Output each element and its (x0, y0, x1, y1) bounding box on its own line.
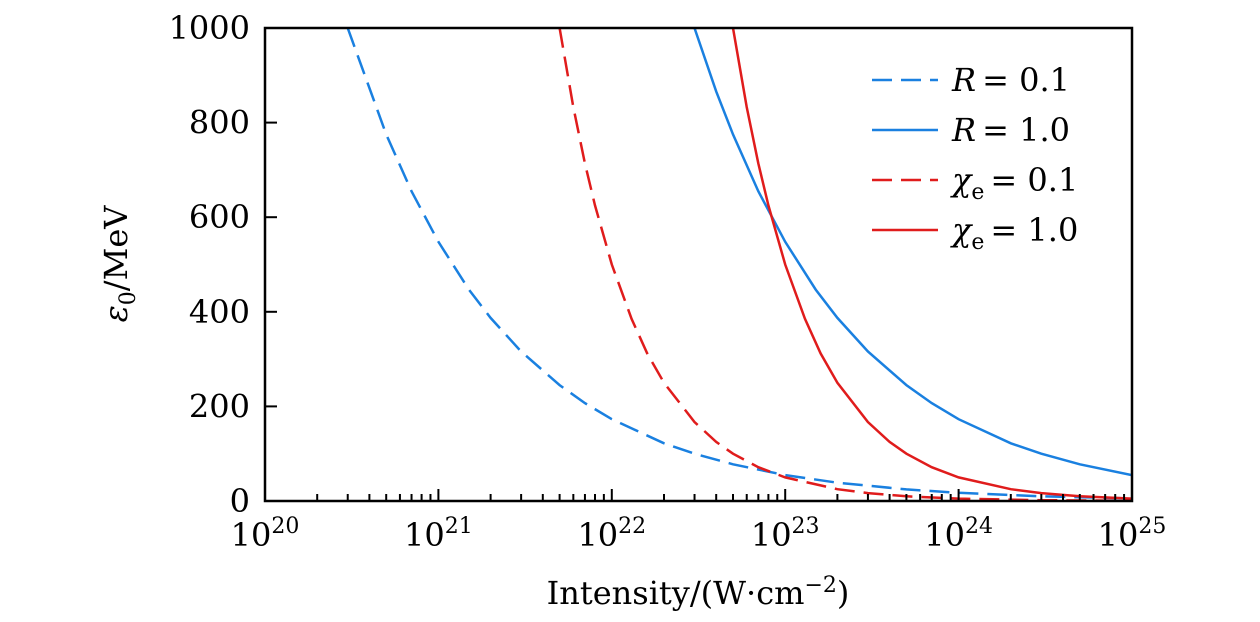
y-tick-label: 0 (230, 482, 250, 520)
x-tick-label: 1024 (924, 514, 993, 554)
x-axis-title: Intensity/(W·cm−2) (547, 573, 850, 612)
y-axis-title: ε0/MeV (97, 205, 141, 323)
legend-item-1: R = 0.1 (872, 61, 1070, 99)
y-tick-label: 400 (189, 293, 250, 331)
y-tick-label: 200 (189, 387, 250, 425)
legend-label: χe = 0.1 (950, 161, 1078, 205)
y-tick-label: 1000 (169, 9, 250, 47)
legend-label: χe = 1.0 (950, 211, 1078, 255)
series-line-1 (346, 28, 1132, 500)
series-layer (346, 28, 1132, 501)
legend-label: R = 0.1 (951, 61, 1070, 99)
tick-labels: 1020 1021 1022 1023 1024 1025 0 200 400 600 800 100… (169, 9, 1167, 554)
x-tick-label: 1022 (577, 514, 646, 554)
legend-item-3: χe = 0.1 (872, 161, 1078, 205)
x-tick-label: 1020 (231, 514, 300, 554)
legend: R = 0.1 R = 1.0 χe = 0.1 χe = 1.0 (872, 61, 1078, 255)
x-tick-label: 1021 (404, 514, 473, 554)
y-tick-label: 600 (189, 198, 250, 236)
legend-label: R = 1.0 (951, 111, 1070, 149)
x-tick-label: 1023 (751, 514, 820, 554)
series-line-2 (693, 28, 1132, 477)
legend-item-2: R = 1.0 (872, 111, 1070, 149)
ticks-layer (264, 27, 1133, 502)
legend-item-4: χe = 1.0 (872, 211, 1078, 255)
x-tick-label: 1025 (1098, 514, 1167, 554)
y-tick-label: 800 (189, 104, 250, 142)
series-line-4 (731, 28, 1132, 500)
plot-frame (263, 26, 1134, 503)
